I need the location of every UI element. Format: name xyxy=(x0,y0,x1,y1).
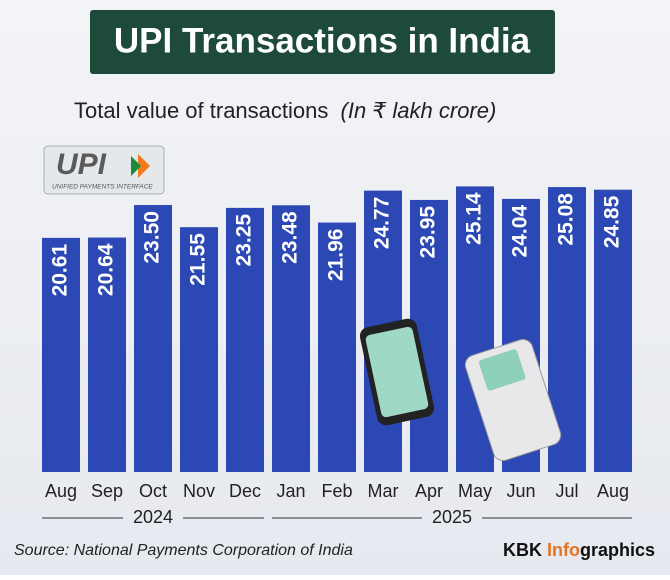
x-tick-label: Aug xyxy=(597,481,629,501)
chart-title: UPI Transactions in India xyxy=(114,21,531,60)
x-tick-label: Jun xyxy=(506,481,535,501)
x-tick-label: Jul xyxy=(555,481,578,501)
source: Source: National Payments Corporation of… xyxy=(14,542,353,559)
value-label: 23.95 xyxy=(417,206,440,259)
x-tick-label: Feb xyxy=(321,481,352,501)
value-label: 24.04 xyxy=(509,205,532,258)
pos-screen xyxy=(478,349,526,391)
bar xyxy=(272,205,310,472)
x-tick-label: Dec xyxy=(229,481,261,501)
brand-part: Info xyxy=(547,540,580,560)
value-label: 20.61 xyxy=(49,244,72,297)
value-label: 23.48 xyxy=(279,211,302,264)
x-tick-label: Apr xyxy=(415,481,443,501)
logo-caption: UNIFIED PAYMENTS INTERFACE xyxy=(52,184,153,191)
upi-logo: UPI UNIFIED PAYMENTS INTERFACE xyxy=(43,145,165,195)
subtitle: Total value of transactions (In ₹ lakh c… xyxy=(74,98,496,123)
x-tick-label: May xyxy=(458,481,492,501)
year-label: 2024 xyxy=(133,507,173,527)
logo-arrow xyxy=(138,154,150,178)
bar xyxy=(180,227,218,472)
x-tick-label: Aug xyxy=(45,481,77,501)
brand: KBK Infographics xyxy=(503,540,655,560)
value-label: 21.55 xyxy=(187,233,210,286)
year-label: 2025 xyxy=(432,507,472,527)
decoration xyxy=(359,318,562,462)
value-label: 25.14 xyxy=(463,192,486,245)
bar xyxy=(594,189,632,473)
x-tick-label: Sep xyxy=(91,481,123,501)
bar xyxy=(42,237,80,472)
bar xyxy=(134,205,172,473)
logo-text: UPI xyxy=(56,148,107,181)
subtitle-main: Total value of transactions xyxy=(74,98,328,123)
value-label: 23.50 xyxy=(141,211,164,264)
x-tick-label: Oct xyxy=(139,481,167,501)
title-box xyxy=(90,10,555,74)
x-tick-label: Jan xyxy=(276,481,305,501)
value-label: 25.08 xyxy=(555,193,578,246)
brand-part: graphics xyxy=(580,540,655,560)
unit-note: (In ₹ lakh crore) xyxy=(341,98,497,123)
bar xyxy=(318,222,356,472)
logo-arrow xyxy=(131,156,141,176)
bar xyxy=(226,207,264,472)
bar xyxy=(88,237,126,472)
logo-box xyxy=(43,145,165,195)
x-tick-label: Nov xyxy=(183,481,215,501)
value-label: 24.77 xyxy=(371,197,394,250)
value-label: 20.64 xyxy=(95,243,118,296)
value-label: 24.85 xyxy=(601,195,624,248)
x-tick-label: Mar xyxy=(368,481,399,501)
value-label: 21.96 xyxy=(325,229,348,282)
brand-part: KBK xyxy=(503,540,547,560)
value-label: 23.25 xyxy=(233,214,256,267)
phone-screen xyxy=(365,326,429,418)
